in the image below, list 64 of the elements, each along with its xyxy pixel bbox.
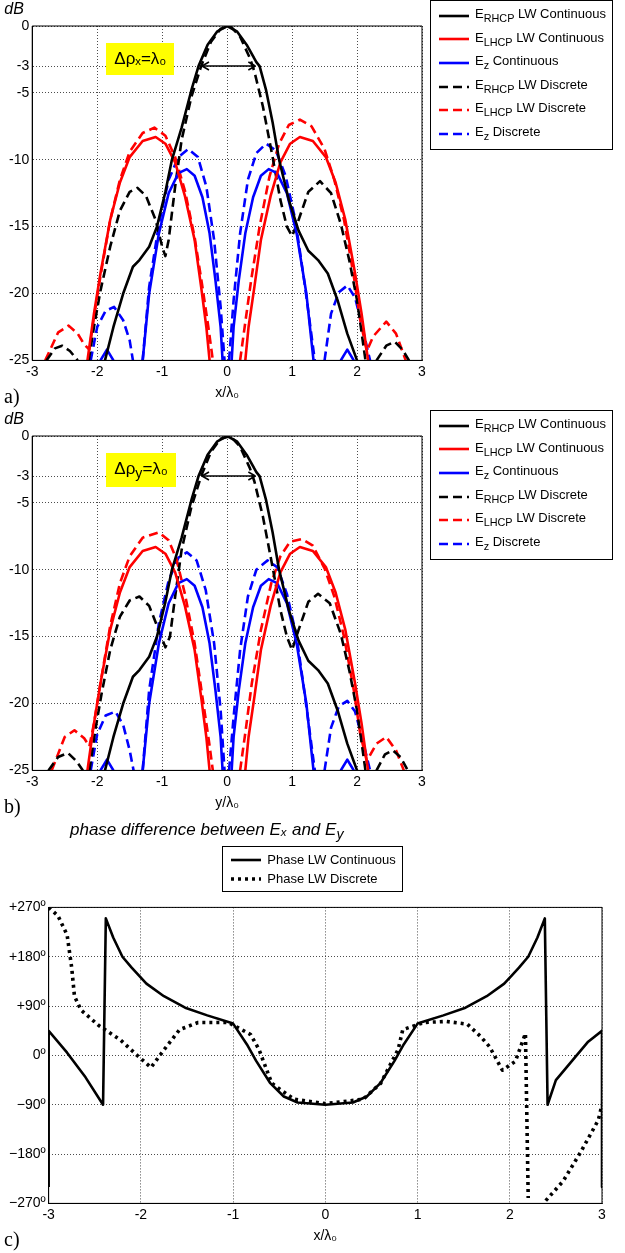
x-tick-label: 2 (505, 1205, 514, 1222)
y-tick-label: -15 (9, 217, 30, 234)
x-tick-label: 1 (413, 1205, 422, 1222)
annotation: Δρ$_{y}$=λ₀ (106, 452, 176, 488)
legend-label: E$_{LHCP}$ LW Discrete (475, 509, 586, 530)
y-tick-label: -5 (16, 83, 30, 100)
x-tick-label: -2 (90, 772, 104, 789)
legend-label: E$_{LHCP}$ LW Discrete (475, 99, 586, 120)
legend-label: Phase LW Discrete (267, 870, 378, 888)
legend-label: E$_{RHCP}$ LW Continuous (475, 5, 606, 26)
x-tick-label: 3 (598, 1205, 607, 1222)
y-tick-label: -3 (16, 56, 30, 73)
legend-label: Phase LW Continuous (267, 851, 396, 869)
x-tick-label: -2 (134, 1205, 148, 1222)
chart-title: phase difference between Eₓ and E$_{y}$ (68, 820, 345, 845)
x-tick-label: 1 (288, 362, 297, 379)
x-tick-label: 2 (353, 772, 362, 789)
x-tick-label: -2 (90, 362, 104, 379)
y-tick-label: -25 (9, 351, 30, 368)
y-tick-label: -5 (16, 493, 30, 510)
text: a) (4, 385, 20, 408)
y-tick-label: 0 (21, 16, 30, 33)
y-tick-label: +180º (8, 947, 46, 964)
legend-label: E$_{z}$ Continuous (475, 52, 559, 73)
y-tick-label: −270º (8, 1194, 46, 1211)
y-tick-label: -15 (9, 627, 30, 644)
y-tick-label: -20 (9, 694, 30, 711)
x-axis-title: x/λ₀ (215, 384, 240, 401)
annotation: Δρₓ=λ₀ (106, 42, 175, 75)
x-axis-title: x/λ₀ (313, 1227, 338, 1244)
legend-label: E$_{z}$ Continuous (475, 462, 559, 483)
legend-label: E$_{RHCP}$ LW Discrete (475, 75, 588, 97)
x-axis-title: y/λ₀ (215, 794, 240, 811)
x-tick-label: 1 (288, 772, 297, 789)
x-tick-label: 0 (321, 1205, 330, 1222)
legend-label: E$_{LHCP}$ LW Continuous (475, 438, 605, 460)
x-tick-label: 2 (353, 362, 362, 379)
y-tick-label: -20 (9, 284, 30, 301)
x-tick-label: 3 (418, 362, 427, 379)
legend-label: E$_{RHCP}$ LW Discrete (475, 485, 588, 507)
legend-label: E$_{z}$ Discrete (475, 122, 541, 144)
y-tick-label: −180º (8, 1144, 46, 1161)
x-tick-label: 0 (223, 772, 232, 789)
x-tick-label: 0 (223, 362, 232, 379)
legend-label: E$_{LHCP}$ LW Continuous (475, 28, 605, 50)
text: c) (4, 1228, 20, 1251)
y-axis-title: dB (4, 410, 24, 428)
y-tick-label: -25 (9, 761, 30, 778)
x-tick-label: -1 (155, 362, 169, 379)
y-tick-label: −90º (16, 1095, 46, 1112)
y-tick-label: 0 (21, 426, 30, 443)
y-tick-label: -10 (9, 560, 30, 577)
y-tick-label: -10 (9, 150, 30, 167)
x-tick-label: 3 (418, 772, 427, 789)
legend-label: E$_{z}$ Discrete (475, 532, 541, 554)
x-tick-label: -1 (226, 1205, 240, 1222)
x-tick-label: -1 (155, 772, 169, 789)
y-axis-title: dB (4, 0, 24, 18)
y-tick-label: +90º (16, 996, 46, 1013)
y-tick-label: +270º (8, 898, 46, 915)
text: b) (4, 795, 21, 818)
y-tick-label: 0º (32, 1046, 46, 1063)
y-tick-label: -3 (16, 466, 30, 483)
legend-label: E$_{RHCP}$ LW Continuous (475, 415, 606, 436)
